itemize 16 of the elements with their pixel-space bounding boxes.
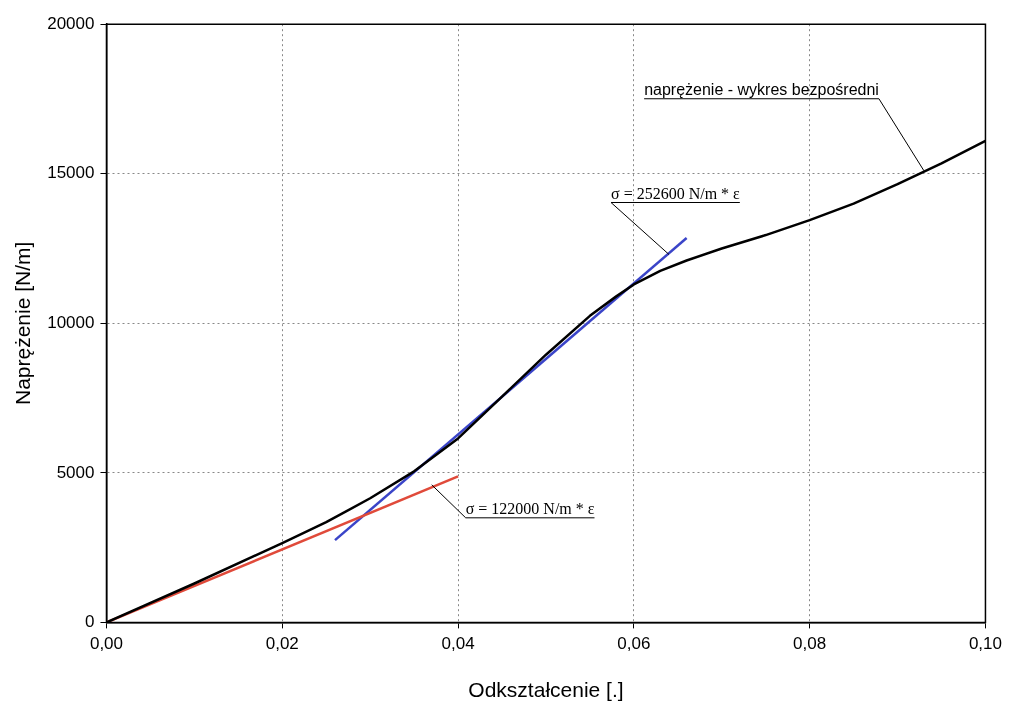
annotation: σ = 122000 N/m * ε [465, 499, 595, 517]
x-tick-label: 0,06 [617, 634, 651, 654]
x-tick-label: 0,10 [968, 634, 1002, 654]
y-axis-title: Naprężenie [N/m] [11, 241, 35, 405]
x-axis-title: Odkształcenie [.] [468, 678, 624, 702]
x-tick-label: 0,02 [265, 634, 299, 654]
y-tick-label: 15000 [47, 163, 95, 183]
x-tick-label: 0,00 [89, 634, 124, 654]
annotation: naprężenie - wykres bezpośredni [644, 80, 879, 98]
x-tick-label: 0,08 [793, 634, 827, 654]
y-tick-label: 20000 [47, 13, 95, 33]
annotation: σ = 252600 N/m * ε [611, 184, 741, 202]
y-tick-label: 0 [85, 612, 95, 632]
x-tick-label: 0,04 [441, 634, 475, 654]
y-tick-label: 10000 [47, 312, 95, 332]
y-tick-label: 5000 [56, 462, 95, 482]
